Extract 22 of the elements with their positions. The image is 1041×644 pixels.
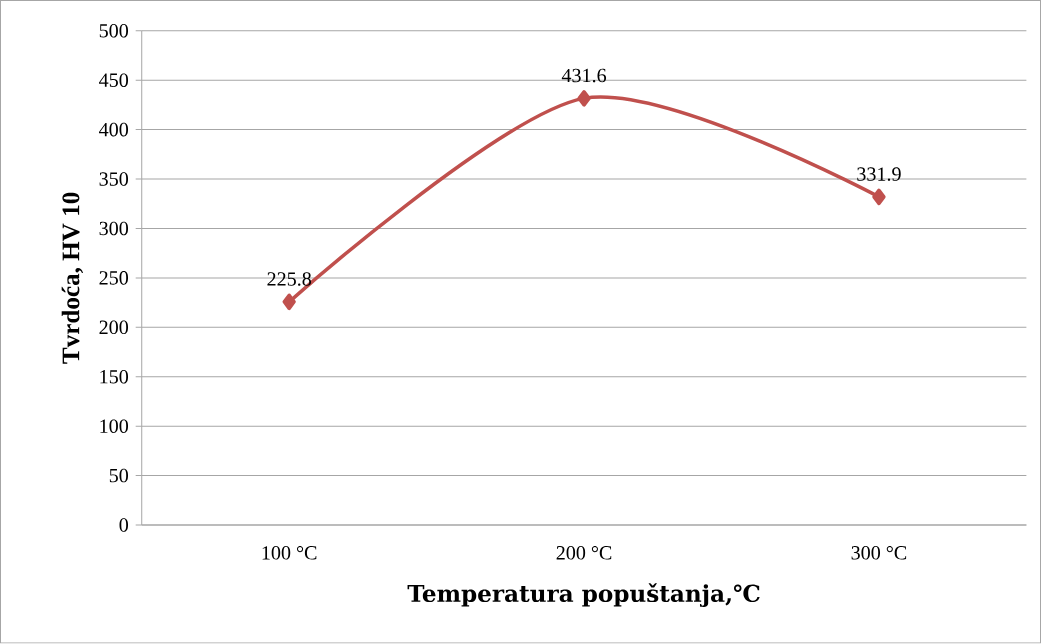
point: [577, 90, 591, 107]
x-tick-label: 300 °C: [851, 546, 907, 560]
x-tick-label: 100 °C: [262, 546, 317, 560]
data-label: 225.8: [267, 272, 312, 287]
y-tick-label: 450: [99, 73, 129, 88]
y-tick-label: 100: [100, 419, 129, 434]
y-tick-label: 400: [99, 123, 129, 137]
y-tick-label: 350: [99, 172, 129, 187]
x-axis-title: Temperatura popuštanja,℃: [407, 583, 760, 608]
point: [282, 293, 296, 311]
data-label: 331.9: [857, 167, 901, 182]
x-tick-label: 200 °C: [556, 546, 612, 560]
point: [872, 188, 886, 206]
y-tick-label: 150: [100, 370, 129, 384]
data-label: 431.6: [561, 69, 607, 83]
y-tick-label: 500: [99, 24, 129, 38]
y-tick-label: 0: [119, 518, 129, 533]
y-tick-label: 50: [109, 469, 129, 483]
y-tick-label: 250: [99, 271, 129, 285]
y-tick-label: 200: [99, 320, 129, 335]
y-axis-title: Tvrdoća, HV 10: [61, 192, 84, 364]
y-tick-label: 300: [99, 221, 129, 236]
